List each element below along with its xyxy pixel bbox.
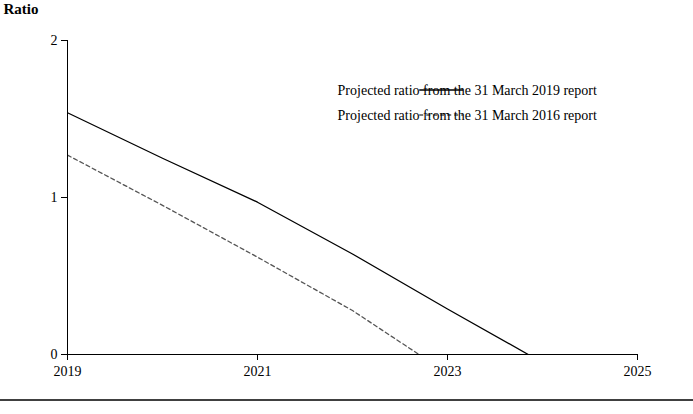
svg-text:Projected ratio from the 31 Ma: Projected ratio from the 31 March 2016 r… (338, 108, 597, 123)
svg-text:0: 0 (51, 347, 58, 362)
svg-text:2025: 2025 (624, 364, 652, 379)
svg-text:2019: 2019 (54, 364, 82, 379)
svg-text:Ratio: Ratio (4, 1, 39, 17)
svg-text:Projected ratio from the 31 Ma: Projected ratio from the 31 March 2019 r… (338, 83, 597, 98)
svg-text:2021: 2021 (244, 364, 272, 379)
svg-text:1: 1 (51, 190, 58, 205)
svg-text:2023: 2023 (434, 364, 462, 379)
svg-text:2: 2 (51, 33, 58, 48)
